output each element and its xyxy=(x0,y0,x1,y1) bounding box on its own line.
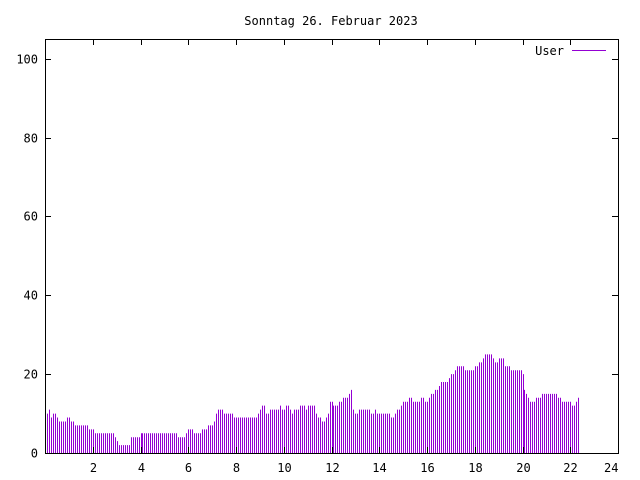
y-tick-label: 80 xyxy=(24,132,38,146)
x-tick-label: 18 xyxy=(468,461,482,475)
x-tick-label: 24 xyxy=(604,461,618,475)
x-tick-label: 14 xyxy=(372,461,386,475)
x-tick-label: 12 xyxy=(325,461,339,475)
x-tick-label: 20 xyxy=(516,461,530,475)
y-tick-label: 100 xyxy=(16,53,38,67)
x-tick-label: 6 xyxy=(185,461,192,475)
legend: User xyxy=(535,44,606,58)
y-axis-labels: 0 20 40 60 80 100 xyxy=(16,53,38,461)
y-tick-label: 60 xyxy=(24,210,38,224)
x-tick-label: 10 xyxy=(277,461,291,475)
x-tick-label: 8 xyxy=(233,461,240,475)
y-tick-label: 20 xyxy=(24,368,38,382)
x-tick-label: 16 xyxy=(420,461,434,475)
y-tick-label: 40 xyxy=(24,289,38,303)
plot-frame xyxy=(45,39,619,454)
x-axis-labels: 2 4 6 8 10 12 14 16 18 20 22 24 xyxy=(90,461,619,475)
x-tick-label: 2 xyxy=(90,461,97,475)
chart-title: Sonntag 26. Februar 2023 xyxy=(244,14,417,28)
axis-ticks xyxy=(45,39,619,454)
y-tick-label: 0 xyxy=(31,447,38,461)
x-tick-label: 22 xyxy=(563,461,577,475)
bars xyxy=(45,354,579,453)
legend-label-user: User xyxy=(535,44,564,58)
x-tick-label: 4 xyxy=(138,461,145,475)
